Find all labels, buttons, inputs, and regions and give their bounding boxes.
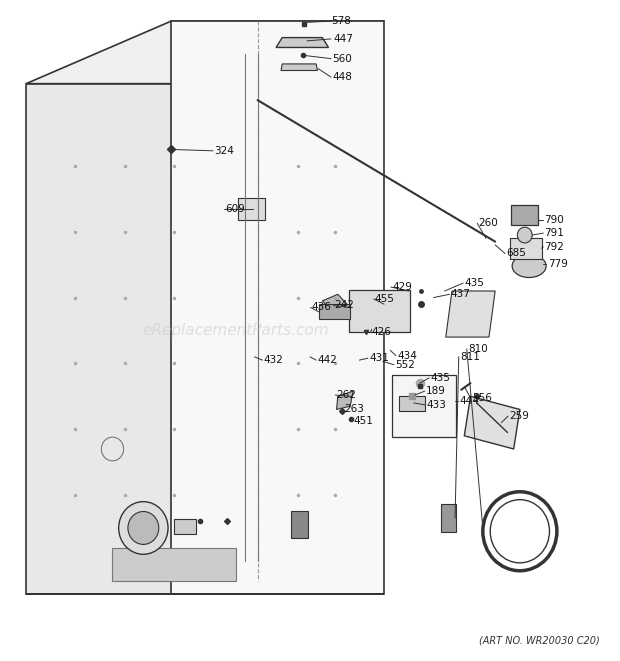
- Text: 189: 189: [426, 386, 446, 396]
- Text: 259: 259: [510, 411, 529, 421]
- Circle shape: [128, 512, 159, 545]
- Text: 426: 426: [372, 327, 392, 338]
- Polygon shape: [171, 21, 384, 594]
- Polygon shape: [276, 38, 329, 48]
- Text: 442: 442: [317, 355, 337, 365]
- Text: 609: 609: [225, 204, 244, 214]
- Text: 434: 434: [397, 350, 417, 360]
- Text: 792: 792: [544, 242, 564, 252]
- Text: 447: 447: [334, 34, 353, 44]
- Text: 435: 435: [430, 373, 450, 383]
- FancyBboxPatch shape: [399, 396, 425, 411]
- FancyBboxPatch shape: [510, 238, 542, 258]
- Text: 451: 451: [353, 416, 373, 426]
- Text: 432: 432: [264, 355, 283, 365]
- Text: 811: 811: [460, 352, 480, 362]
- Polygon shape: [511, 206, 538, 225]
- Text: 436: 436: [312, 303, 332, 313]
- Text: 242: 242: [335, 301, 355, 311]
- Text: 685: 685: [507, 249, 526, 258]
- FancyBboxPatch shape: [392, 375, 456, 437]
- Text: 560: 560: [332, 54, 352, 63]
- Text: 810: 810: [468, 344, 488, 354]
- Polygon shape: [446, 291, 495, 337]
- Polygon shape: [337, 391, 353, 409]
- Text: 435: 435: [464, 278, 484, 288]
- Text: 790: 790: [544, 215, 564, 225]
- FancyBboxPatch shape: [319, 303, 350, 319]
- Text: 448: 448: [333, 72, 353, 82]
- Ellipse shape: [512, 254, 546, 278]
- Text: 578: 578: [332, 16, 352, 26]
- Polygon shape: [26, 84, 221, 594]
- Text: 791: 791: [544, 228, 564, 238]
- Polygon shape: [281, 64, 317, 71]
- FancyBboxPatch shape: [238, 198, 265, 220]
- Text: 429: 429: [392, 282, 412, 292]
- Text: (ART NO. WR20030 C20): (ART NO. WR20030 C20): [479, 635, 600, 645]
- Text: 444: 444: [459, 396, 479, 406]
- FancyBboxPatch shape: [291, 511, 308, 539]
- Text: 324: 324: [215, 146, 234, 156]
- Text: 437: 437: [451, 290, 471, 299]
- Polygon shape: [26, 21, 384, 84]
- Text: 455: 455: [375, 294, 395, 304]
- Circle shape: [517, 227, 532, 243]
- Text: 433: 433: [426, 400, 446, 410]
- Text: 779: 779: [547, 259, 567, 269]
- Text: 431: 431: [370, 353, 389, 363]
- Polygon shape: [322, 294, 350, 314]
- Polygon shape: [464, 397, 520, 449]
- FancyBboxPatch shape: [441, 504, 456, 532]
- Text: eReplacementParts.com: eReplacementParts.com: [143, 323, 329, 338]
- Text: 260: 260: [479, 218, 498, 228]
- FancyBboxPatch shape: [349, 290, 410, 332]
- Polygon shape: [112, 548, 236, 580]
- Circle shape: [118, 502, 168, 555]
- Text: 552: 552: [395, 360, 415, 369]
- Text: 262: 262: [337, 390, 356, 400]
- Text: 556: 556: [472, 393, 492, 403]
- Text: 263: 263: [345, 405, 365, 414]
- FancyBboxPatch shape: [174, 520, 197, 534]
